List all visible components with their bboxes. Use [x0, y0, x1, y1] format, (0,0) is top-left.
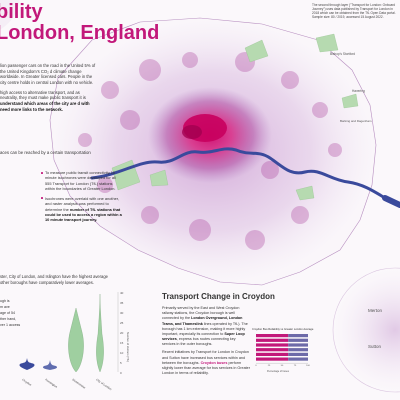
label-merton: Merton: [368, 308, 383, 313]
croydon-paragraph-2: Recent initiatives by Transport for Lond…: [162, 350, 250, 376]
fragment-text: ugh is: [0, 299, 10, 303]
methodology-text: To measure public transit connectivity 1…: [45, 170, 123, 227]
merton-inset: [332, 267, 400, 393]
violin-croydon: [19, 358, 35, 370]
fragment-text: m ave: [0, 305, 10, 309]
bus-chart-svg: Croydon Bus Reliability vs Greater Londo…: [252, 327, 314, 373]
bus-reliability-chart: Croydon Bus Reliability vs Greater Londo…: [250, 326, 314, 374]
x-tick-label: 75: [294, 365, 297, 367]
river-thames: [90, 147, 400, 207]
y-tick: 5: [120, 361, 122, 365]
fragment-text: ver 1 access: [0, 323, 20, 327]
violin-chart: ugh is m ave age of 54 ther hand, ver 1 …: [0, 291, 130, 392]
violin-westminster: [68, 307, 84, 373]
x-tick-label: 50: [281, 365, 284, 367]
bar-segment: [288, 343, 308, 347]
label-bishops-stortford: Bishop's Stortford: [330, 52, 355, 56]
x-tick-label: 25: [268, 365, 271, 367]
croydon-body-text: Primarily served by the East and West Cr…: [162, 306, 250, 379]
bullet-dot: [41, 197, 43, 199]
bar-segment: [288, 334, 308, 338]
bar-segment: [256, 352, 289, 356]
map-caption: aces can be reached by a certain transpo…: [0, 150, 91, 155]
intro-paragraph-2: high access to alternative transport, an…: [0, 89, 90, 112]
bar-segment: [256, 348, 289, 352]
method-paragraph-2: Isochrones were overlaid with one anothe…: [45, 196, 122, 223]
y-tick: 10: [120, 351, 124, 355]
page-title: bility London, England: [0, 2, 159, 43]
y-tick: 0: [120, 371, 122, 375]
bar-segment: [256, 338, 289, 342]
label-barking: Barking and Dagenham: [340, 119, 372, 123]
station-hotspots: [78, 52, 342, 250]
y-ticks: 40 35 30 25 20 15 10 5 0: [120, 291, 124, 375]
bar-segment: [288, 338, 308, 342]
northwest-inset: [0, 0, 20, 30]
x-tick-label: 0: [255, 365, 257, 367]
bar-segment: [256, 334, 289, 338]
bar-segment: [288, 357, 308, 361]
label-sutton: Sutton: [368, 344, 382, 349]
croydon-paragraph-1: Primarily served by the East and West Cr…: [162, 306, 248, 347]
label-havering: Havering: [352, 89, 365, 93]
fragment-text: age of 54: [0, 311, 15, 315]
y-tick: 25: [120, 321, 124, 325]
y-tick: 20: [120, 331, 124, 335]
y-tick: 30: [120, 311, 124, 315]
violin-kensington: [42, 360, 58, 370]
x-ticks-group: 0 25 50 75 100: [255, 363, 311, 367]
violin-city-of-london: [96, 293, 104, 373]
y-tick: 15: [120, 341, 124, 345]
bars-group: [256, 334, 308, 361]
title-line-1: bility: [0, 1, 43, 23]
fragment-text: ther hand,: [0, 317, 16, 321]
title-line-2: London, England: [0, 22, 160, 44]
y-tick: 35: [120, 301, 124, 305]
y-axis-label: Number of stations (TfL): [126, 332, 130, 362]
bar-segment: [256, 357, 289, 361]
bar-segment: [256, 343, 289, 347]
croydon-section-title: Transport Change in Croydon: [162, 292, 275, 301]
violin-intro-text: ster, City of London, and Islington have…: [0, 274, 108, 285]
y-tick: 40: [120, 291, 124, 295]
method-paragraph-1: To measure public transit connectivity 1…: [45, 170, 116, 191]
intro-text: lion passenger cars on the road in the U…: [0, 63, 96, 116]
x-tick-label: 100: [306, 365, 310, 367]
x-label: Westminster: [71, 378, 86, 390]
x-label: Kensington: [44, 378, 58, 390]
x-axis-label: Percentage of buses: [267, 370, 290, 373]
data-source-note: The second through layer ("Transport for…: [312, 3, 396, 20]
bar-segment: [288, 352, 308, 356]
bullet-dot: [41, 172, 43, 174]
intro-paragraph-1: lion passenger cars on the road in the U…: [0, 63, 96, 86]
x-label: Croydon: [21, 378, 32, 388]
x-label: City of London: [95, 378, 112, 392]
bar-segment: [288, 348, 308, 352]
chart-title: Croydon Bus Reliability vs Greater Londo…: [252, 327, 314, 331]
